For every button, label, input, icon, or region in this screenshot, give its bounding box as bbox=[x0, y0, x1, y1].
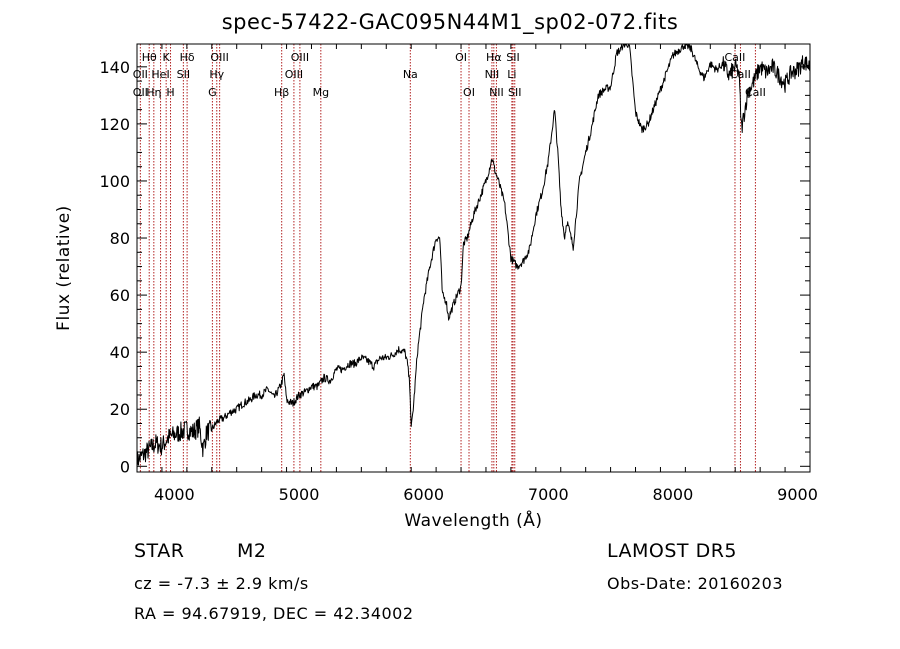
line-label: NII bbox=[485, 68, 500, 81]
x-tick-label: 4000 bbox=[154, 485, 195, 504]
line-label: SII bbox=[506, 51, 519, 64]
line-label: Hδ bbox=[180, 51, 195, 64]
object-class: STAR bbox=[134, 540, 185, 562]
line-label: CaII bbox=[730, 68, 751, 81]
observation-date: Obs-Date: 20160203 bbox=[607, 574, 784, 593]
y-tick-label: 20 bbox=[110, 400, 130, 419]
y-tick-label: 140 bbox=[99, 58, 130, 77]
line-label: Hθ bbox=[142, 51, 157, 64]
survey-name: LAMOST DR5 bbox=[607, 540, 737, 562]
x-tick-label: 8000 bbox=[653, 485, 694, 504]
line-label: SII bbox=[177, 68, 190, 81]
axes-layer: 4000 5000 6000 7000 8000 9000 0 20 40 60 80 100 120 1… bbox=[99, 43, 818, 504]
x-tick-label: 9000 bbox=[777, 485, 818, 504]
x-tick-label: 7000 bbox=[528, 485, 569, 504]
x-tick-label: 6000 bbox=[403, 485, 444, 504]
y-tick-label: 0 bbox=[120, 457, 130, 476]
y-tick-label: 100 bbox=[99, 172, 130, 191]
line-label: H bbox=[166, 86, 174, 99]
line-label: HeI bbox=[151, 68, 169, 81]
line-label: OII bbox=[133, 86, 148, 99]
line-label: OIII bbox=[285, 68, 303, 81]
redshift-cz: cz = -7.3 ± 2.9 km/s bbox=[134, 574, 309, 593]
line-label: Li bbox=[507, 68, 516, 81]
line-label: OII bbox=[133, 68, 148, 81]
ra-dec-coordinates: RA = 94.67919, DEC = 42.34002 bbox=[134, 604, 414, 623]
x-tick-label: 5000 bbox=[279, 485, 320, 504]
line-label: Na bbox=[403, 68, 418, 81]
y-tick-label: 80 bbox=[110, 229, 130, 248]
chart-title: spec-57422-GAC095N44M1_sp02-072.fits bbox=[221, 10, 679, 34]
line-label: OIII bbox=[210, 51, 228, 64]
line-label: NII bbox=[489, 86, 504, 99]
spectrum-line bbox=[136, 44, 811, 471]
y-tick-label: 40 bbox=[110, 343, 130, 362]
line-label: Hη bbox=[146, 86, 161, 99]
line-label: K bbox=[163, 51, 171, 64]
line-label: OI bbox=[463, 86, 475, 99]
line-label: CaII bbox=[725, 51, 746, 64]
line-label: SII bbox=[508, 86, 521, 99]
line-label: Hγ bbox=[209, 68, 224, 81]
line-label: Hα bbox=[486, 51, 502, 64]
line-markers-layer bbox=[139, 44, 756, 472]
line-label: Mg bbox=[313, 86, 329, 99]
line-label: CaII bbox=[745, 86, 766, 99]
object-subclass: M2 bbox=[237, 540, 267, 562]
plot-frame bbox=[136, 43, 811, 473]
line-label: OIII bbox=[291, 51, 309, 64]
y-tick-label: 60 bbox=[110, 286, 130, 305]
line-label: G bbox=[208, 86, 217, 99]
y-tick-label: 120 bbox=[99, 115, 130, 134]
y-axis-label: Flux (relative) bbox=[54, 205, 74, 331]
spectrum-layer bbox=[136, 44, 811, 471]
line-label: Hβ bbox=[274, 86, 289, 99]
x-axis-label: Wavelength (Å) bbox=[404, 511, 543, 531]
line-label: OI bbox=[455, 51, 467, 64]
